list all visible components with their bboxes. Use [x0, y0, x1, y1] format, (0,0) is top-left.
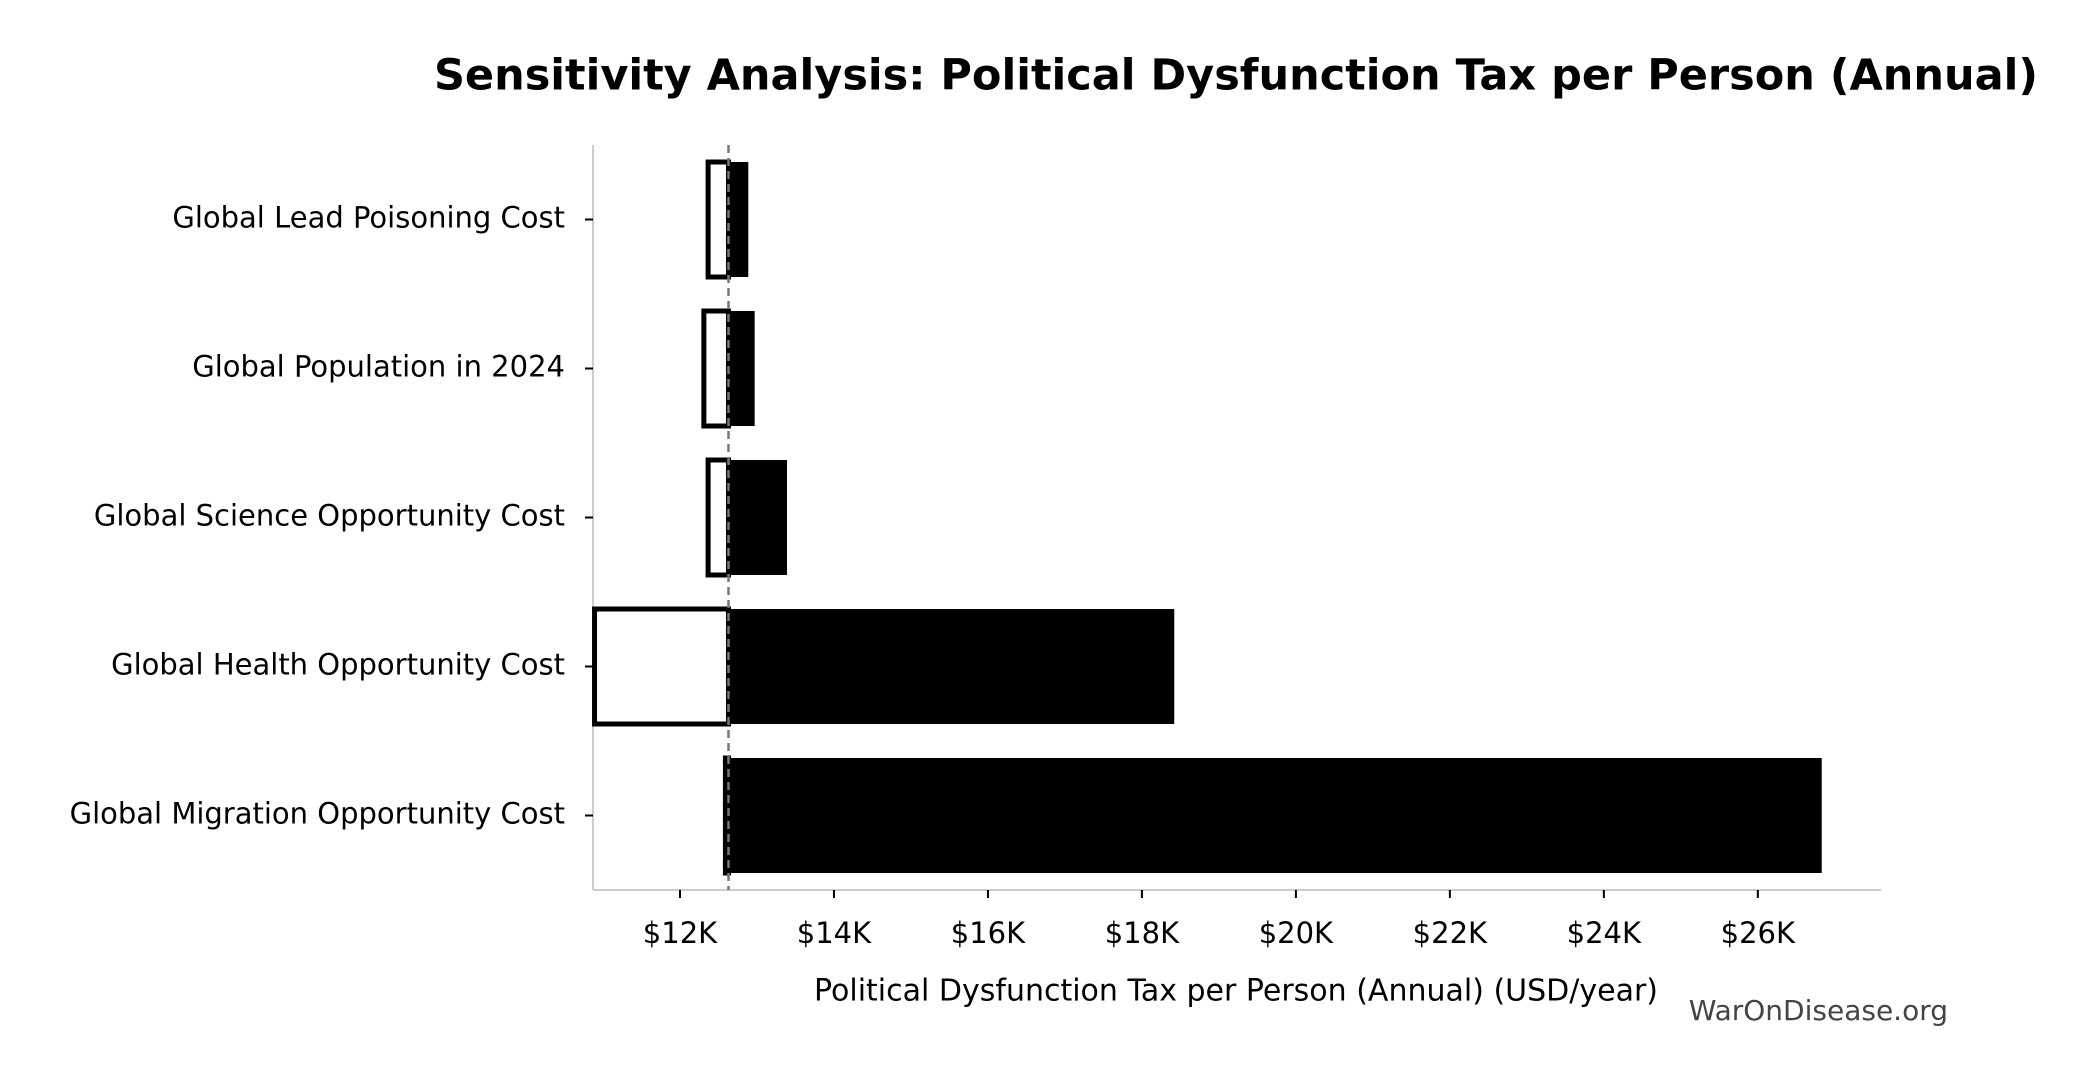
bar [701, 308, 731, 429]
y-tick-label: Global Population in 2024 [192, 350, 565, 384]
y-tick-label: Global Lead Poisoning Cost [172, 201, 565, 235]
x-tick-label: $24K [1567, 916, 1642, 950]
watermark: WarOnDisease.org [1689, 994, 1948, 1027]
bar [728, 609, 1175, 724]
x-tick-label: $26K [1721, 916, 1796, 950]
x-tick-label: $12K [643, 916, 718, 950]
bar [728, 460, 788, 575]
x-tick-label: $14K [797, 916, 872, 950]
bar [705, 159, 731, 280]
chart-title: Sensitivity Analysis: Political Dysfunct… [434, 51, 2038, 101]
y-tick-label: Global Health Opportunity Cost [111, 648, 565, 682]
x-tick-label: $20K [1259, 916, 1334, 950]
y-tick-label: Global Migration Opportunity Cost [70, 797, 565, 831]
bar [592, 606, 731, 727]
bar [728, 311, 755, 426]
bar [728, 758, 1822, 873]
bar [705, 457, 731, 578]
x-tick-label: $16K [951, 916, 1026, 950]
x-tick-label: $18K [1105, 916, 1180, 950]
bar [728, 162, 749, 277]
x-tick-label: $22K [1413, 916, 1488, 950]
y-tick-label: Global Science Opportunity Cost [94, 499, 565, 533]
x-axis-label: Political Dysfunction Tax per Person (An… [814, 974, 1658, 1009]
